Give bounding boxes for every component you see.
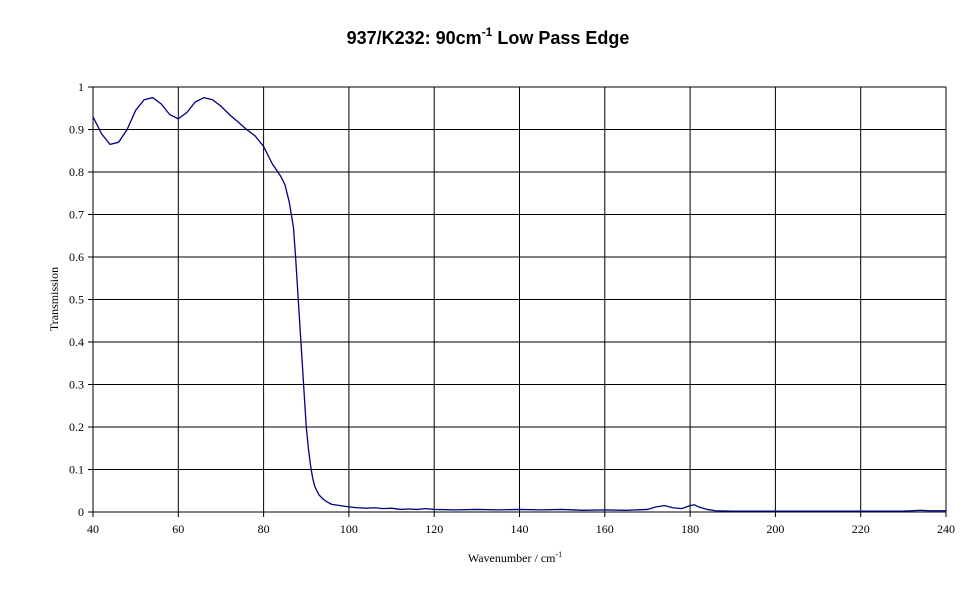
x-axis-label-main: Wavenumber / cm <box>468 551 556 565</box>
x-tick-label: 80 <box>258 522 270 536</box>
y-tick-label: 0.2 <box>69 420 84 434</box>
series-layer <box>92 96 946 512</box>
plot-area <box>92 86 947 513</box>
y-tick-label: 0 <box>78 505 84 519</box>
y-tick-label: 0.3 <box>69 378 84 392</box>
transmission-series-line <box>92 96 946 512</box>
x-tick-label: 160 <box>596 522 614 536</box>
y-tick-label: 0.9 <box>69 123 84 137</box>
x-tick-label: 240 <box>937 522 955 536</box>
gridlines <box>88 86 947 517</box>
y-axis-label: Transmission <box>47 267 61 331</box>
x-tick-label: 140 <box>511 522 529 536</box>
y-tick-label: 0.5 <box>69 293 84 307</box>
x-tick-label: 100 <box>340 522 358 536</box>
x-tick-label: 200 <box>766 522 784 536</box>
y-tick-label: 0.7 <box>69 208 84 222</box>
x-tick-label: 60 <box>172 522 184 536</box>
x-tick-labels: 40 60 80 100 120 140 160 180 200 220 240 <box>87 522 955 536</box>
chart-title-tail: Low Pass Edge <box>492 28 629 48</box>
y-tick-label: 0.8 <box>69 165 84 179</box>
x-axis-label-superscript: -1 <box>556 550 563 559</box>
chart-title-superscript: -1 <box>482 25 493 39</box>
y-tick-label: 0.4 <box>69 335 84 349</box>
y-tick-label: 1 <box>78 80 84 94</box>
x-tick-label: 40 <box>87 522 99 536</box>
y-tick-labels: 0 0.1 0.2 0.3 0.4 0.5 0.6 0.7 0.8 0.9 1 <box>69 80 84 519</box>
y-tick-label: 0.6 <box>69 250 84 264</box>
x-tick-label: 180 <box>681 522 699 536</box>
x-axis-label: Wavenumber / cm-1 <box>468 550 562 565</box>
chart-title-main: 937/K232: 90cm <box>347 28 482 48</box>
x-tick-label: 220 <box>852 522 870 536</box>
x-tick-label: 120 <box>425 522 443 536</box>
y-tick-label: 0.1 <box>69 463 84 477</box>
chart-title: 937/K232: 90cm-1 Low Pass Edge <box>347 25 630 48</box>
